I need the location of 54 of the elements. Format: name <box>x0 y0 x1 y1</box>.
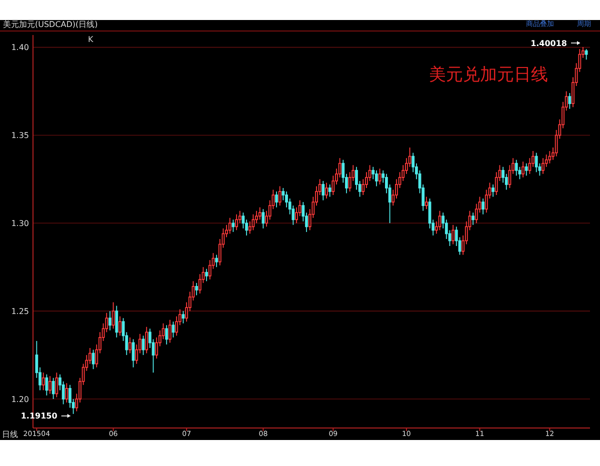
candlestick <box>228 217 232 234</box>
text: 日线 <box>2 430 18 439</box>
candlestick <box>108 310 112 331</box>
candlestick <box>522 161 524 178</box>
y-tick-label: 1.35 <box>11 131 29 140</box>
candlestick <box>48 376 52 394</box>
y-tick-label: 1.20 <box>11 394 29 404</box>
candlestick <box>278 186 282 206</box>
candlestick <box>195 282 198 296</box>
candlestick <box>452 224 455 245</box>
candlestick <box>492 184 495 198</box>
candlestick <box>472 212 475 226</box>
candlestick <box>482 198 485 215</box>
annotation: 美元兑加元日线 <box>429 65 548 85</box>
candlestick <box>115 305 118 338</box>
candlestick <box>584 48 588 60</box>
candlestick <box>568 92 572 110</box>
candlestick <box>232 219 235 232</box>
candlestick <box>378 168 382 185</box>
candlestick <box>534 152 538 173</box>
annotation: K <box>88 35 94 44</box>
candlestick <box>375 170 378 187</box>
candlestick <box>328 184 332 198</box>
candlestick <box>275 191 278 208</box>
candlestick <box>168 319 172 344</box>
candlestick <box>252 214 255 231</box>
y-tick-label: 1.30 <box>11 218 29 228</box>
candlestick <box>548 150 552 164</box>
candlestick <box>128 336 132 354</box>
chart-title: 美元加元(USDCAD)(日线) <box>3 20 98 29</box>
candlestick <box>205 268 208 282</box>
candlestick <box>65 382 68 403</box>
candlestick <box>258 206 262 220</box>
candlestick <box>262 208 265 229</box>
candlestick <box>514 159 518 176</box>
candlestick <box>165 324 168 345</box>
candlestick <box>542 158 544 174</box>
y-tick-label: 1.25 <box>11 306 29 316</box>
candlestick <box>145 326 148 354</box>
candlestick <box>424 196 428 210</box>
candlestick <box>182 310 185 324</box>
annotation: 1.40018 <box>530 38 568 48</box>
candlestick <box>52 377 55 400</box>
candlestick <box>118 316 122 336</box>
y-tick-label: 1.40 <box>11 43 29 52</box>
candlestick <box>55 372 58 398</box>
candlestick <box>42 372 45 391</box>
candlestick <box>45 374 48 396</box>
candlestick <box>325 182 328 199</box>
candlestick <box>172 321 175 338</box>
candlestick <box>524 162 528 176</box>
candlestick <box>235 214 238 231</box>
candlestick <box>215 254 218 268</box>
candlestick <box>322 180 325 201</box>
